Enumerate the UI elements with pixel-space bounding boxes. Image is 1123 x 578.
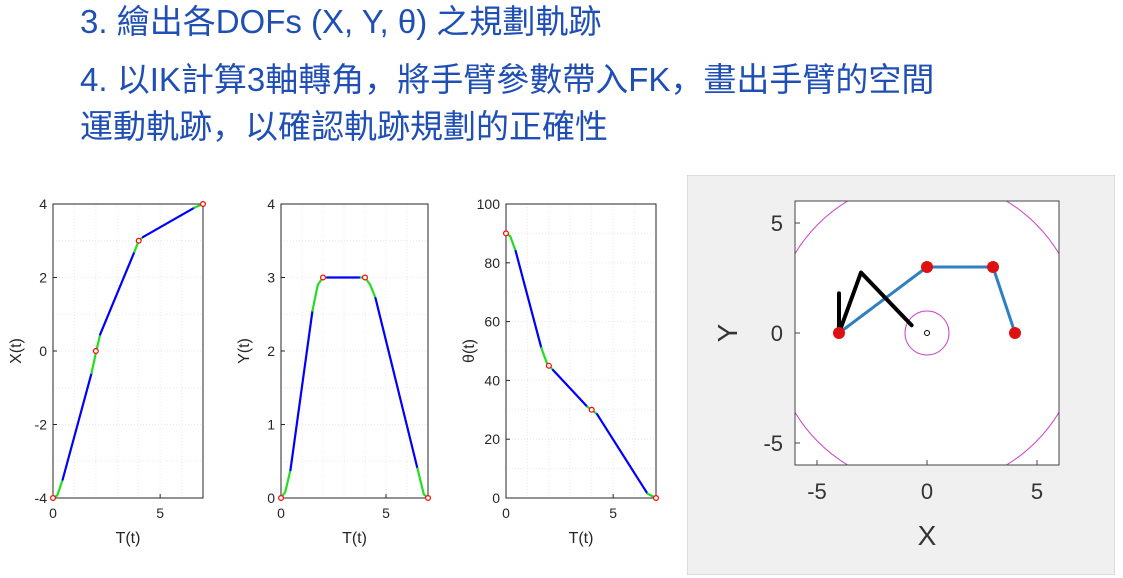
linear-segment bbox=[289, 309, 314, 472]
x-tick-label: 5 bbox=[382, 505, 390, 521]
y-tick-label: 4 bbox=[267, 196, 275, 212]
x-tick-label: 5 bbox=[609, 505, 617, 521]
y-axis-label: Y bbox=[712, 323, 743, 342]
via-point-marker bbox=[545, 362, 552, 369]
bullet-number: 3. bbox=[80, 3, 108, 40]
linear-segment bbox=[552, 369, 589, 408]
y-tick-label: 40 bbox=[484, 372, 500, 388]
base-joint-marker bbox=[924, 330, 930, 336]
linear-segment bbox=[595, 413, 649, 495]
linear-segment bbox=[514, 249, 543, 350]
y-tick-label: 0 bbox=[267, 490, 275, 506]
bullet-4: 4. 以IK計算3軸轉角，將手臂參數帶入FK，畫出手臂的空間 bbox=[80, 63, 934, 96]
y-tick-label: 80 bbox=[484, 255, 500, 271]
via-point-marker bbox=[319, 274, 326, 281]
via-point-marker bbox=[49, 495, 56, 502]
y-tick-label: -5 bbox=[763, 431, 783, 456]
via-point-marker bbox=[92, 348, 99, 355]
bullet-text: 以IK計算3軸轉角，將手臂參數帶入FK，畫出手臂的空間 bbox=[116, 61, 935, 98]
via-point-marker bbox=[277, 495, 284, 502]
linear-segment bbox=[374, 296, 419, 470]
joint-marker bbox=[1009, 327, 1021, 339]
x-tick-label: 0 bbox=[49, 505, 57, 521]
plot-content bbox=[795, 201, 1059, 465]
workspace-inner-circle bbox=[904, 310, 950, 356]
via-point-marker bbox=[502, 230, 509, 237]
via-point-marker bbox=[362, 274, 369, 281]
linear-segment bbox=[99, 250, 136, 336]
y-axis-label: X(t) bbox=[8, 338, 25, 364]
y-tick-label: 60 bbox=[484, 314, 500, 330]
x-trajectory-plot: -4 -2 0 2 4 0 5 T(t) X(t) bbox=[8, 196, 207, 547]
y-tick-label: 2 bbox=[267, 343, 275, 359]
bullet-text: 運動軌跡，以確認軌跡規劃的正確性 bbox=[80, 108, 608, 145]
via-point-marker bbox=[653, 495, 660, 502]
bullet-4-continued: 運動軌跡，以確認軌跡規劃的正確性 bbox=[80, 110, 608, 143]
joint-marker bbox=[921, 261, 933, 273]
x-axis-label: T(t) bbox=[116, 530, 141, 547]
axes-box bbox=[505, 203, 657, 499]
x-axis-label: X bbox=[918, 520, 937, 551]
via-point-marker bbox=[135, 237, 142, 244]
y-axis-label: Y(t) bbox=[236, 338, 253, 364]
y-tick-label: -4 bbox=[35, 490, 48, 506]
x-tick-label: 0 bbox=[277, 505, 285, 521]
via-point-marker bbox=[425, 495, 432, 502]
via-point-marker bbox=[200, 201, 207, 208]
x-tick-label: 0 bbox=[502, 505, 510, 521]
y-tick-label: -2 bbox=[35, 417, 48, 433]
arm-workspace-plot: -5 0 5 -5 0 5 X Y bbox=[687, 175, 1115, 575]
x-tick-label: -5 bbox=[807, 479, 827, 504]
y-tick-label: 1 bbox=[267, 417, 275, 433]
y-tick-label: 100 bbox=[477, 196, 501, 212]
y-tick-label: 2 bbox=[39, 270, 47, 286]
plot-area bbox=[281, 204, 428, 498]
y-tick-label: 0 bbox=[771, 321, 783, 346]
y-tick-label: 4 bbox=[39, 196, 47, 212]
joint-marker bbox=[987, 261, 999, 273]
x-tick-label: 0 bbox=[921, 479, 933, 504]
y-tick-label: 0 bbox=[492, 490, 500, 506]
linear-segment bbox=[61, 371, 93, 481]
y-trajectory-plot: 0 1 2 3 4 0 5 T(t) Y(t) bbox=[236, 196, 432, 547]
y-tick-label: 5 bbox=[771, 211, 783, 236]
bullet-text: 繪出各DOFs (X, Y, θ) 之規劃軌跡 bbox=[116, 3, 602, 40]
joint-marker bbox=[833, 327, 845, 339]
y-tick-label: 0 bbox=[39, 343, 47, 359]
y-tick-label: 20 bbox=[484, 431, 500, 447]
x-tick-label: 5 bbox=[156, 505, 164, 521]
y-tick-label: 3 bbox=[267, 270, 275, 286]
bullet-3: 3. 繪出各DOFs (X, Y, θ) 之規劃軌跡 bbox=[80, 5, 601, 38]
bullet-number: 4. bbox=[80, 61, 108, 98]
x-axis-label: T(t) bbox=[342, 530, 367, 547]
via-point-marker bbox=[588, 406, 595, 413]
arm-link-path bbox=[838, 265, 1017, 335]
arm-trace bbox=[837, 270, 914, 335]
theta-trajectory-plot: 0 20 40 60 80 100 0 5 T(t) θ(t) bbox=[461, 196, 660, 547]
linear-segment bbox=[141, 206, 196, 239]
y-axis-label: θ(t) bbox=[461, 339, 478, 363]
x-axis-label: T(t) bbox=[569, 530, 594, 547]
x-tick-label: 5 bbox=[1031, 479, 1043, 504]
